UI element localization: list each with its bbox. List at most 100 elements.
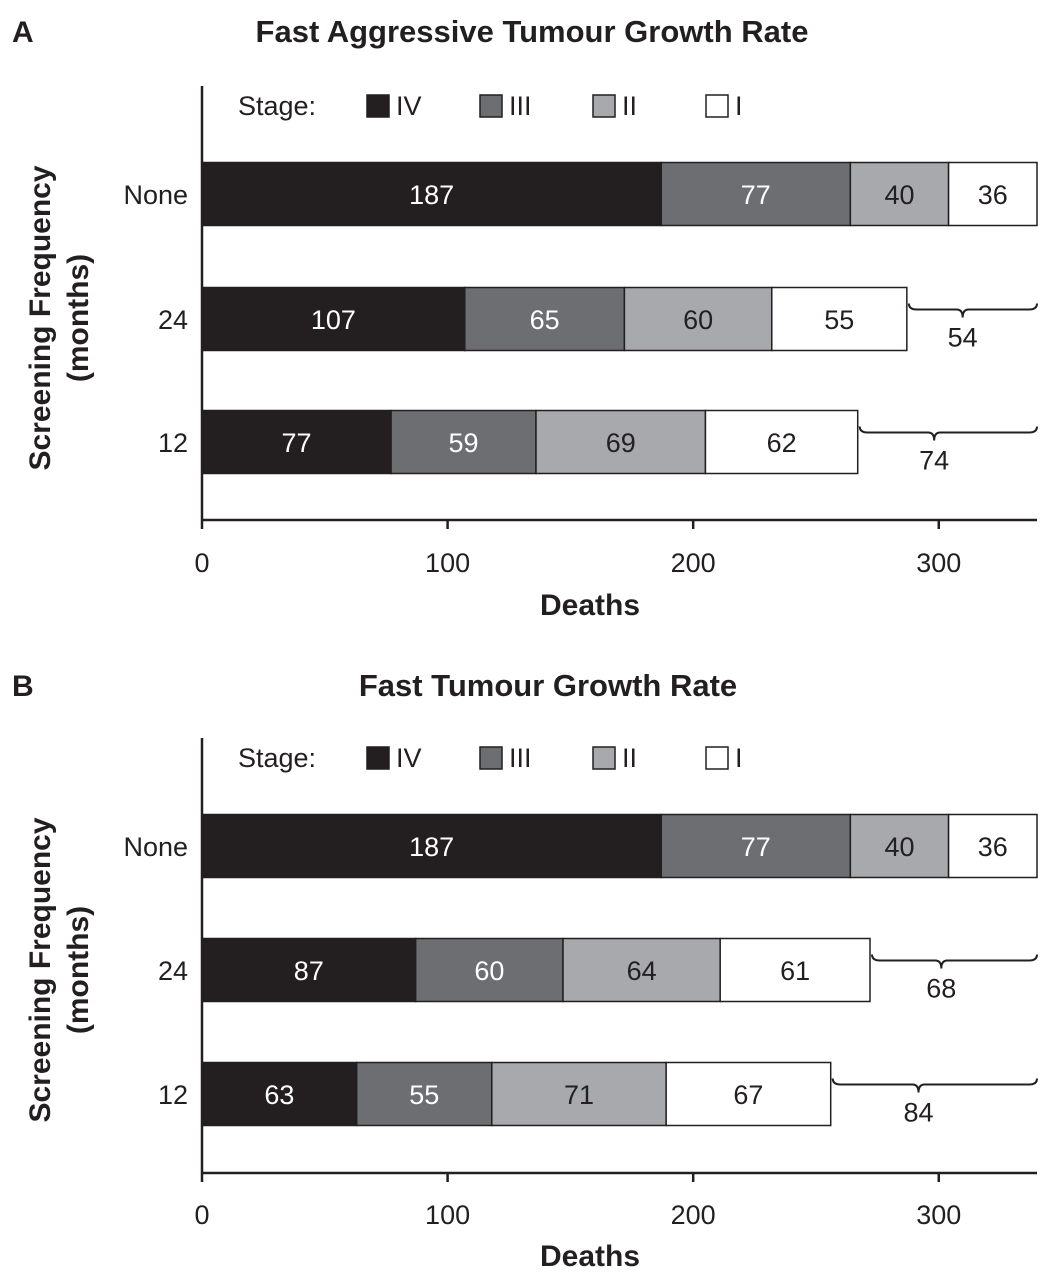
x-tick-label: 0 [194, 1200, 209, 1230]
bars: None 187 77 40 36 24 107 65 60 55 54 12 77 59 69 62 74 [123, 161, 1038, 476]
data-label: 61 [780, 956, 810, 986]
panel-label: B [12, 670, 34, 703]
y-axis-subtitle: (months) [62, 254, 95, 382]
x-tick-label: 300 [916, 1200, 961, 1230]
chart-panel-b: B Fast Tumour Growth Rate Screening Freq… [12, 668, 1038, 1273]
y-axis-title: Screening Frequency [24, 165, 57, 470]
bar-segment-stage-IV [201, 1061, 358, 1127]
data-label: 87 [294, 956, 324, 986]
category-label: 24 [158, 305, 188, 335]
data-label: 77 [282, 428, 312, 458]
data-label: 59 [449, 428, 479, 458]
difference-brace [907, 303, 1038, 318]
category-label: 12 [158, 1080, 188, 1110]
data-label: 60 [474, 956, 504, 986]
data-label: 67 [733, 1080, 763, 1110]
legend-swatch-II [592, 94, 616, 118]
data-label: 40 [884, 832, 914, 862]
x-axis-title: Deaths [540, 1240, 640, 1273]
y-axis-title: Screening Frequency [24, 817, 57, 1122]
difference-brace [871, 954, 1038, 969]
legend-label-IV: IV [396, 743, 422, 773]
bar-segment-stage-II [849, 813, 950, 879]
legend-label-II: II [622, 743, 637, 773]
legend-swatch-III [479, 94, 503, 118]
category-label: None [123, 832, 188, 862]
y-axis-label: Screening Frequency (months) [24, 817, 95, 1122]
chart-title: Fast Aggressive Tumour Growth Rate [256, 14, 809, 49]
x-tick-label: 300 [916, 548, 961, 578]
data-label: 107 [311, 305, 356, 335]
category-label: None [123, 180, 188, 210]
difference-label: 68 [926, 974, 956, 1004]
x-tick-label: 200 [671, 1200, 716, 1230]
bar-segment-stage-I [947, 813, 1038, 879]
bar-segment-stage-IV [201, 813, 662, 879]
data-label: 62 [767, 428, 797, 458]
bar-segment-stage-I [704, 409, 859, 475]
bar-segment-stage-IV [201, 286, 466, 352]
legend-label-III: III [509, 91, 532, 121]
chart-panel-a: A Fast Aggressive Tumour Growth Rate Scr… [12, 14, 1038, 622]
difference-label: 74 [919, 446, 949, 476]
legend: Stage: IV III II I [238, 743, 743, 773]
legend-label-III: III [509, 743, 532, 773]
legend-swatch-II [592, 746, 616, 770]
bar-segment-stage-III [355, 1061, 493, 1127]
chart-title: Fast Tumour Growth Rate [359, 668, 737, 703]
bar-segment-stage-II [849, 161, 950, 227]
bar-segment-stage-IV [201, 161, 662, 227]
bar-segment-stage-III [660, 161, 852, 227]
bars: None 187 77 40 36 24 87 60 64 61 68 12 63 55 71 67 84 [123, 813, 1038, 1128]
data-label: 77 [741, 180, 771, 210]
data-label: 60 [683, 305, 713, 335]
legend-swatch-I [705, 746, 729, 770]
x-tick-label: 100 [425, 1200, 470, 1230]
difference-brace [858, 426, 1038, 441]
x-axis-title: Deaths [540, 589, 640, 622]
data-label: 36 [978, 180, 1008, 210]
legend-swatch-IV [366, 94, 390, 118]
y-axis-label: Screening Frequency (months) [24, 165, 95, 470]
bar-segment-stage-I [719, 937, 871, 1003]
difference-label: 54 [948, 323, 978, 353]
axes: 0 100 200 300 [194, 86, 1037, 578]
data-label: 187 [409, 180, 454, 210]
data-label: 64 [627, 956, 657, 986]
data-label: 77 [741, 832, 771, 862]
y-axis-subtitle: (months) [62, 906, 95, 1034]
difference-brace [831, 1078, 1038, 1093]
x-tick-label: 100 [425, 548, 470, 578]
axes: 0 100 200 300 [194, 738, 1037, 1230]
difference-label: 84 [903, 1098, 933, 1128]
data-label: 187 [409, 832, 454, 862]
bar-segment-stage-IV [201, 937, 417, 1003]
legend-swatch-IV [366, 746, 390, 770]
category-label: 24 [158, 956, 188, 986]
bar-segment-stage-III [464, 286, 626, 352]
legend-swatch-I [705, 94, 729, 118]
bar-segment-stage-I [947, 161, 1038, 227]
legend-swatch-III [479, 746, 503, 770]
bar-segment-stage-II [562, 937, 721, 1003]
data-label: 40 [884, 180, 914, 210]
x-tick-label: 200 [671, 548, 716, 578]
legend: Stage: IV III II I [238, 91, 743, 121]
legend-title: Stage: [238, 743, 316, 773]
bar-segment-stage-III [660, 813, 852, 879]
bar-segment-stage-I [665, 1061, 832, 1127]
panel-label: A [12, 16, 34, 49]
legend-title: Stage: [238, 91, 316, 121]
bar-segment-stage-III [414, 937, 564, 1003]
bar-segment-stage-II [491, 1061, 667, 1127]
bar-segment-stage-II [623, 286, 773, 352]
x-tick-label: 0 [194, 548, 209, 578]
data-label: 69 [606, 428, 636, 458]
legend-label-I: I [735, 91, 743, 121]
legend-label-II: II [622, 91, 637, 121]
data-label: 63 [264, 1080, 294, 1110]
data-label: 55 [824, 305, 854, 335]
data-label: 55 [409, 1080, 439, 1110]
legend-label-IV: IV [396, 91, 422, 121]
